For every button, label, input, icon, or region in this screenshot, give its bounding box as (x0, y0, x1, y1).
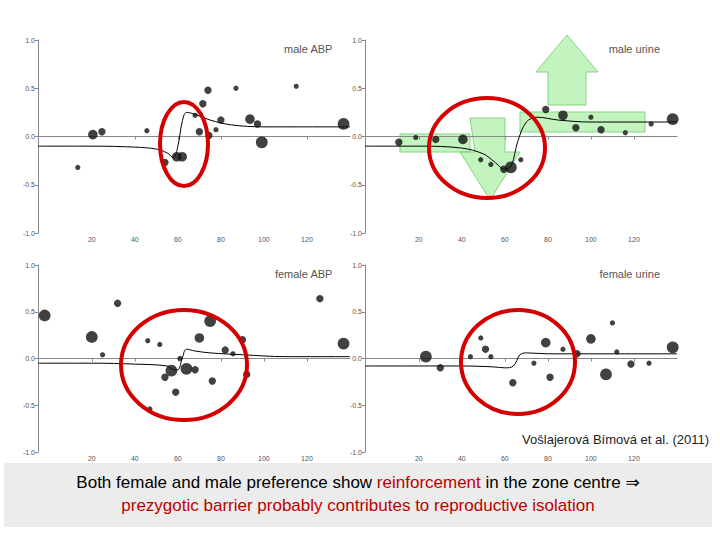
svg-text:20: 20 (88, 455, 96, 462)
svg-text:1.0: 1.0 (352, 262, 362, 269)
svg-text:100: 100 (585, 455, 597, 462)
svg-text:-0.5: -0.5 (350, 402, 362, 409)
svg-text:1.0: 1.0 (25, 262, 35, 269)
svg-text:100: 100 (258, 455, 270, 462)
svg-text:0.0: 0.0 (352, 133, 362, 140)
svg-text:60: 60 (174, 455, 182, 462)
svg-text:40: 40 (458, 236, 466, 243)
svg-text:120: 120 (628, 455, 640, 462)
svg-text:60: 60 (501, 236, 509, 243)
svg-text:20: 20 (415, 455, 423, 462)
svg-text:-1.0: -1.0 (350, 449, 362, 456)
svg-text:-1.0: -1.0 (23, 230, 35, 237)
svg-text:0.5: 0.5 (352, 308, 362, 315)
svg-text:100: 100 (258, 236, 270, 243)
svg-text:1.0: 1.0 (352, 37, 362, 44)
svg-text:60: 60 (501, 455, 509, 462)
svg-text:0.5: 0.5 (352, 85, 362, 92)
svg-text:female urine: female urine (599, 268, 660, 280)
svg-text:1.0: 1.0 (25, 37, 35, 44)
svg-text:80: 80 (544, 236, 552, 243)
html-text:prezygotic barrier probably co: prezygotic barrier probably contributes … (121, 496, 595, 515)
svg-text:20: 20 (415, 236, 423, 243)
html-text:Vošlajerová Bímová et al. (201: Vošlajerová Bímová et al. (2011) (522, 432, 709, 447)
svg-text:male ABP: male ABP (284, 43, 332, 55)
svg-text:120: 120 (628, 236, 640, 243)
html-text:Both female and male preferenc: Both female and male preference show rei… (76, 473, 640, 492)
svg-text:80: 80 (217, 236, 225, 243)
svg-text:-0.5: -0.5 (23, 402, 35, 409)
svg-text:120: 120 (301, 455, 313, 462)
svg-text:-1.0: -1.0 (350, 230, 362, 237)
svg-text:0.5: 0.5 (25, 85, 35, 92)
svg-text:120: 120 (301, 236, 313, 243)
svg-text:40: 40 (131, 455, 139, 462)
svg-text:100: 100 (585, 236, 597, 243)
svg-text:female ABP: female ABP (275, 268, 332, 280)
svg-text:-0.5: -0.5 (23, 181, 35, 188)
svg-text:60: 60 (174, 236, 182, 243)
svg-text:male urine: male urine (609, 43, 660, 55)
svg-text:0.0: 0.0 (25, 133, 35, 140)
svg-text:0.5: 0.5 (25, 308, 35, 315)
svg-text:20: 20 (88, 236, 96, 243)
svg-text:0.0: 0.0 (25, 355, 35, 362)
svg-text:-0.5: -0.5 (350, 181, 362, 188)
svg-text:80: 80 (544, 455, 552, 462)
svg-text:0.0: 0.0 (352, 355, 362, 362)
svg-text:80: 80 (217, 455, 225, 462)
svg-text:40: 40 (131, 236, 139, 243)
svg-text:40: 40 (458, 455, 466, 462)
svg-text:-1.0: -1.0 (23, 449, 35, 456)
